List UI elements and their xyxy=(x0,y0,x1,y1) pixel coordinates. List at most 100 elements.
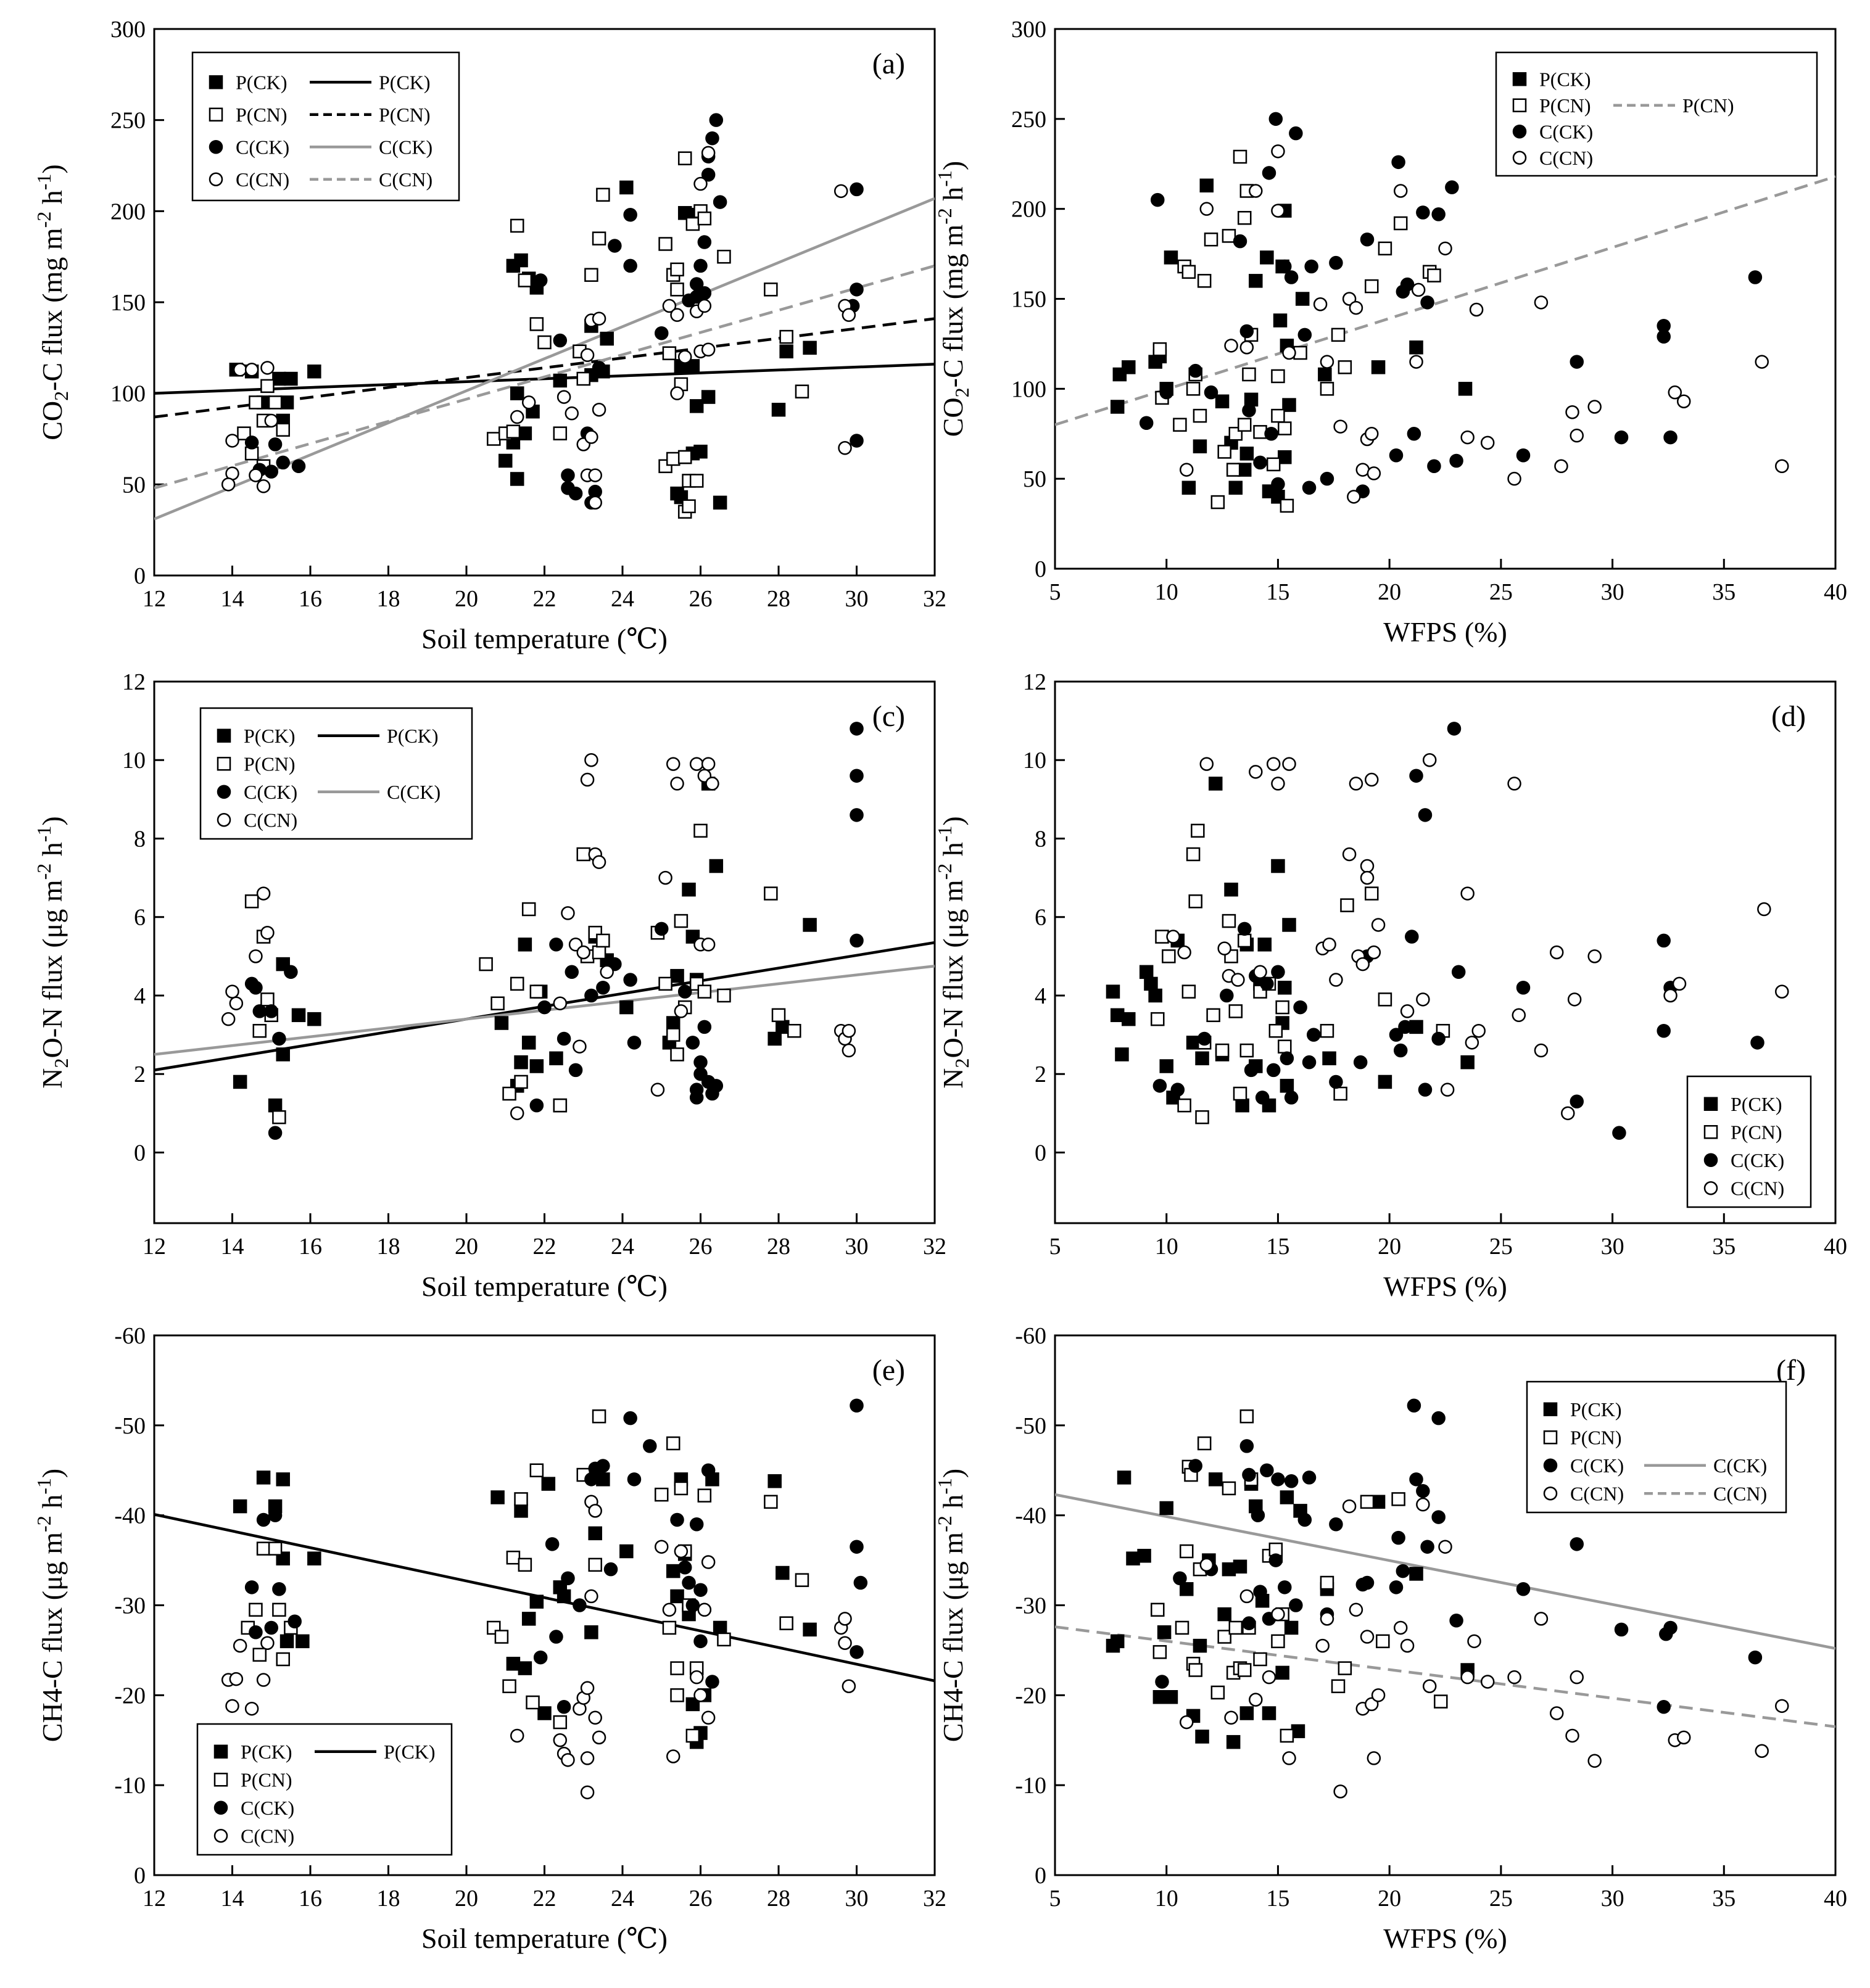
data-point xyxy=(1278,1039,1292,1054)
data-point xyxy=(619,180,634,195)
data-point xyxy=(803,1622,817,1637)
legend-box xyxy=(1526,1380,1787,1514)
x-tick-label: 32 xyxy=(923,1234,946,1260)
data-point xyxy=(1208,777,1223,791)
data-point xyxy=(1235,1098,1249,1113)
data-point xyxy=(697,235,712,249)
label-part: N xyxy=(36,1068,68,1089)
data-point xyxy=(623,258,637,273)
data-point xyxy=(549,1051,563,1066)
data-point xyxy=(1122,360,1136,374)
data-point xyxy=(1349,1602,1363,1617)
data-point xyxy=(580,1785,595,1800)
data-point xyxy=(573,1039,587,1054)
data-point xyxy=(1507,471,1521,486)
data-point xyxy=(666,1016,681,1030)
data-point xyxy=(803,918,817,932)
data-point xyxy=(1304,259,1318,274)
data-point xyxy=(717,1632,731,1647)
x-tick-label: 20 xyxy=(455,1234,478,1260)
data-point xyxy=(850,283,864,297)
data-point xyxy=(1516,448,1531,463)
series-C(CK) xyxy=(1155,1398,1763,1714)
label-part: O-N flux (μg m xyxy=(36,880,68,1058)
data-point xyxy=(596,1459,610,1473)
legend-marker xyxy=(1703,1097,1718,1111)
data-point xyxy=(1271,477,1285,492)
legend-marker xyxy=(209,172,223,186)
data-point xyxy=(592,311,606,326)
data-point xyxy=(1179,1715,1194,1730)
y-tick-label: -40 xyxy=(114,1503,146,1529)
data-point xyxy=(1438,1540,1452,1554)
data-point xyxy=(1228,1620,1243,1635)
data-point xyxy=(1193,1638,1207,1653)
data-point xyxy=(1199,757,1214,771)
data-layer xyxy=(1055,112,1835,513)
y-tick-label: -60 xyxy=(1015,1323,1046,1349)
x-tick-label: 12 xyxy=(143,1234,166,1260)
data-point xyxy=(713,195,727,209)
data-point xyxy=(1393,1043,1408,1058)
data-point xyxy=(233,1638,247,1653)
x-tick-label: 20 xyxy=(1378,1886,1401,1912)
y-tick-label: 10 xyxy=(122,748,146,773)
data-point xyxy=(1220,988,1234,1003)
data-point xyxy=(1431,207,1446,221)
legend-marker xyxy=(213,1800,228,1815)
x-tick-label: 14 xyxy=(221,1886,244,1912)
data-point xyxy=(1249,765,1263,779)
data-point xyxy=(655,922,669,936)
data-point xyxy=(1233,149,1247,164)
data-point xyxy=(588,468,602,482)
data-point xyxy=(697,1020,712,1034)
trendline-C(CK) xyxy=(1055,1493,1835,1650)
data-point xyxy=(677,984,692,999)
label-part: h xyxy=(937,842,969,864)
legend-marker xyxy=(1512,125,1527,139)
data-point xyxy=(1255,1091,1270,1105)
y-tick-label: 150 xyxy=(110,290,146,316)
data-point xyxy=(1170,1083,1185,1097)
data-point xyxy=(1322,1051,1336,1066)
panel-label: (d) xyxy=(1771,700,1806,733)
legend-marker xyxy=(1512,151,1527,165)
data-point xyxy=(1364,427,1379,441)
data-point xyxy=(1400,1638,1415,1653)
series-C(CK) xyxy=(1139,112,1763,498)
label-part: ) xyxy=(36,1469,68,1478)
data-point xyxy=(650,1083,665,1097)
label-part: 2 xyxy=(50,1058,72,1068)
series-P(CN) xyxy=(237,151,809,519)
data-point xyxy=(1416,205,1430,220)
data-point xyxy=(685,217,700,231)
data-point xyxy=(1139,416,1154,430)
data-point xyxy=(1376,1634,1390,1649)
data-point xyxy=(1208,1472,1223,1487)
data-point xyxy=(588,495,602,510)
label-part: CH4-C flux (μg m xyxy=(937,1532,969,1742)
data-point xyxy=(1226,1734,1241,1749)
panel-f: 5 10 15 20 25 30 35 40 0 -10 -20 -30 -40 -50 -60 WFPS (… xyxy=(933,1323,1847,1954)
data-point xyxy=(693,258,708,273)
x-tick-label: 24 xyxy=(611,1234,634,1260)
x-tick-label: 30 xyxy=(845,1234,869,1260)
data-point xyxy=(1278,421,1292,435)
legend-marker xyxy=(1543,1458,1558,1472)
legend-line-label: C(CK) xyxy=(379,136,432,158)
data-point xyxy=(1449,453,1463,468)
data-point xyxy=(1239,324,1254,339)
data-point xyxy=(674,1481,689,1496)
data-point xyxy=(1565,405,1579,419)
data-point xyxy=(588,1557,602,1572)
x-axis-label: WFPS (%) xyxy=(1383,1923,1507,1954)
data-point xyxy=(1166,930,1180,944)
series-P(CN) xyxy=(244,823,801,1124)
data-point xyxy=(1668,385,1682,400)
data-point xyxy=(1416,1484,1430,1498)
data-point xyxy=(853,1575,868,1590)
data-point xyxy=(1360,1575,1375,1590)
data-point xyxy=(803,340,817,355)
data-point xyxy=(655,1540,669,1554)
legend-label: P(CK) xyxy=(236,71,288,93)
